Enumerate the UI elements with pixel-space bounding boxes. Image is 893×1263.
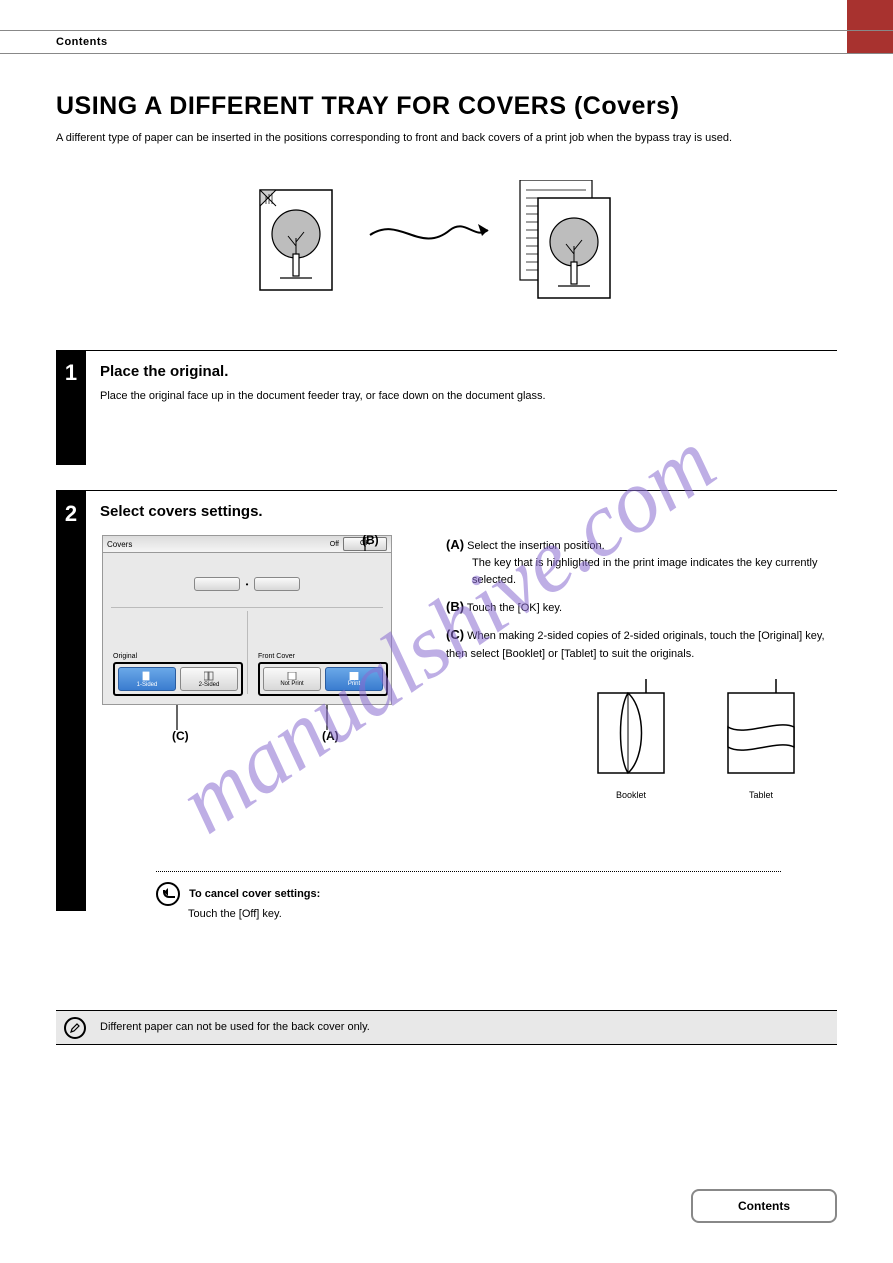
note-box: Different paper can not be used for the … [56,1010,837,1045]
callout-A-title: Select the insertion position. [467,540,605,552]
page-single-icon [142,671,152,681]
lbl-A: (A) [446,537,464,552]
ui-front-notprint[interactable]: Not Print [263,667,321,691]
step-2-callout-text: (A) Select the insertion position. The k… [446,535,837,663]
tablet-diagram: Tablet [716,679,806,784]
ui-front-print[interactable]: Print [325,667,383,691]
step-1-heading: Place the original. [100,363,837,380]
callout-C-title: When making 2-sided copies of 2-sided or… [446,630,825,659]
header-band: Contents [0,30,893,54]
touchpanel-screenshot: (B) Covers Off OK • Original 1-Side [102,535,392,705]
section-title: USING A DIFFERENT TRAY FOR COVERS (Cover… [56,92,679,121]
ui-original-2sided[interactable]: 2-Sided [180,667,238,691]
ui-original-section: Original 1-Sided 2-Sided [113,653,243,696]
cancel-heading: To cancel cover settings: [189,888,320,900]
page-double-icon [204,671,214,681]
ui-frontcover-section: Front Cover Not Print Print [258,653,388,696]
ui-copies-up[interactable] [254,577,300,591]
ui-copies-down[interactable] [194,577,240,591]
booklet-diagram: Booklet [586,679,676,784]
step-1-body: Place the original face up in the docume… [100,388,837,405]
step-2-number: 2 [56,491,86,911]
booklet-caption: Booklet [586,790,676,800]
lbl-C: (C) [446,627,464,642]
step-2: 2 Select covers settings. (B) Covers Off… [56,490,837,528]
ui-body: • Original 1-Sided 2-Sided [102,553,392,705]
lbl-B: (B) [446,599,464,614]
section-intro: A different type of paper can be inserte… [56,130,837,147]
callout-label-B: (B) [362,533,379,547]
cancel-instructions: To cancel cover settings: Touch the [Off… [156,871,781,923]
ui-titlebar: Covers Off OK [102,535,392,553]
ui-original-title: Original [113,653,243,660]
ui-original-1sided[interactable]: 1-Sided [118,667,176,691]
header-title: Contents [0,36,108,48]
cancel-body: Touch the [Off] key. [156,906,282,923]
callout-B-title: Touch the [OK] key. [467,602,562,614]
callout-A-body: The key that is highlighted in the print… [446,555,837,589]
cover-illustration [250,180,650,310]
callout-label-C: (C) [172,729,189,743]
step-1-number: 1 [56,350,86,465]
back-icon [156,882,180,906]
ui-title-text: Covers [107,540,132,549]
pencil-icon [64,1017,86,1039]
step-2-heading: Select covers settings. [100,503,837,520]
note-text: Different paper can not be used for the … [100,1021,370,1033]
ui-off-label: Off [330,541,339,548]
step-1: 1 Place the original. Place the original… [56,350,837,405]
printed-page-icon [349,672,359,680]
callout-label-A: (A) [322,729,339,743]
blank-page-icon [287,672,297,680]
contents-button[interactable]: Contents [691,1189,837,1223]
tablet-caption: Tablet [716,790,806,800]
ui-frontcover-title: Front Cover [258,653,388,660]
